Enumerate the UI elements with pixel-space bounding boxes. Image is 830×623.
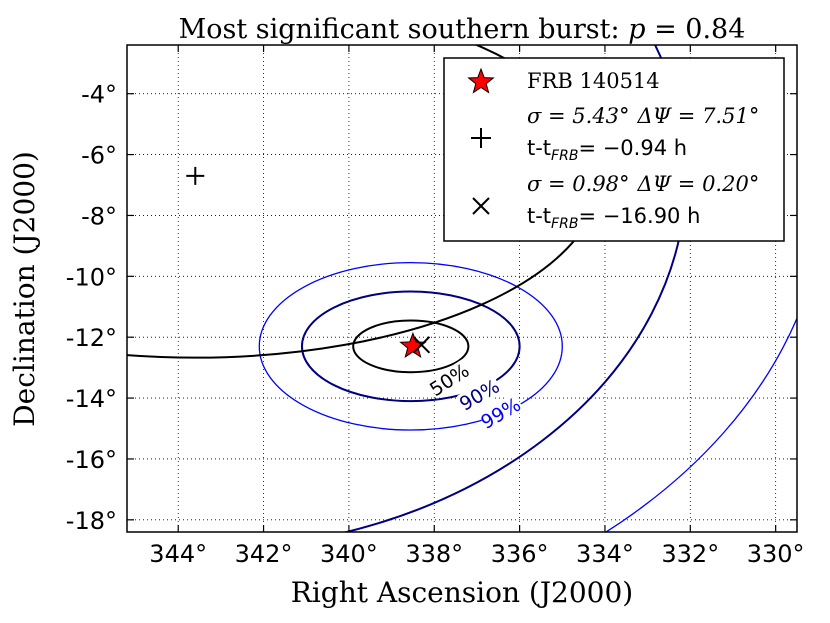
contour-90pct — [300, 290, 521, 403]
y-tick-label: -18° — [66, 507, 117, 535]
legend-burst1-time: t-tFRB= −0.94 h — [527, 136, 687, 164]
contour-label-bg — [478, 393, 525, 432]
legend-star-shape — [467, 67, 495, 94]
x-tick-label: 344° — [149, 540, 207, 568]
y-axis-label: Declination (J2000) — [8, 151, 41, 427]
plot-frame — [126, 44, 798, 533]
x-tick-label: 334° — [576, 540, 634, 568]
legend-plus-shape — [471, 128, 491, 148]
legend-burst2-time: t-tFRB= −16.90 h — [527, 204, 700, 232]
x-tick-label: 338° — [405, 540, 463, 568]
legend-plus-icon — [471, 128, 491, 148]
burst1-plus-marker — [186, 166, 205, 185]
x-tick-label: 330° — [747, 540, 805, 568]
contour-label-bg — [456, 374, 504, 414]
legend-cross-icon — [472, 197, 490, 215]
x-tick-label: 342° — [235, 540, 293, 568]
x-tick-label: 340° — [320, 540, 378, 568]
x-axis-label: Right Ascension (J2000) — [291, 576, 633, 609]
frb-star-marker — [399, 331, 427, 358]
y-tick-label: -12° — [66, 324, 117, 352]
y-tick-label: -16° — [66, 446, 117, 474]
y-tick-label: -6° — [81, 142, 117, 170]
y-axis: -4° -6° -8° -10° -12° -14° -16° -18° — [66, 81, 797, 535]
burst2-cross-marker — [412, 336, 431, 354]
x-tick-label: 332° — [661, 540, 719, 568]
legend: FRB 140514 σ = 5.43° ΔΨ = 7.51° t-tFRB= −… — [443, 57, 785, 242]
y-tick-label: -14° — [66, 385, 117, 413]
legend-box — [443, 57, 785, 242]
y-tick-label: -10° — [66, 263, 117, 291]
contour-99pct — [258, 261, 563, 431]
y-tick-label: -4° — [81, 81, 117, 109]
legend-star-icon — [467, 67, 495, 94]
legend-burst1-stats: σ = 5.43° ΔΨ = 7.51° — [527, 104, 759, 128]
chart-title: Most significant southern burst: p = 0.8… — [179, 14, 746, 45]
marker-layer — [186, 166, 431, 358]
legend-cross-shape — [472, 197, 490, 215]
contour-label-bg — [426, 359, 474, 399]
x-axis: 344° 342° 340° 338° 336° 334° 332° 330° — [149, 45, 805, 568]
legend-burst2-stats: σ = 0.98° ΔΨ = 0.20° — [527, 172, 759, 196]
x-tick-label: 336° — [491, 540, 549, 568]
legend-frb-label: FRB 140514 — [527, 69, 660, 93]
contour-label-layer: 50%90%99% — [426, 359, 525, 434]
contour-50pct — [352, 319, 470, 374]
y-tick-label: -8° — [81, 202, 117, 230]
